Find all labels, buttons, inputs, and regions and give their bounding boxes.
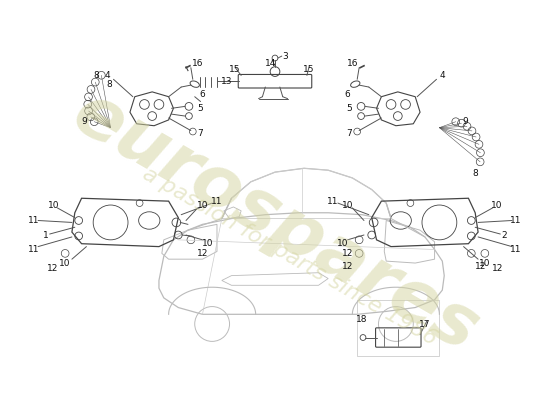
Text: 6: 6 [200, 90, 205, 99]
Text: 10: 10 [197, 200, 208, 210]
Text: eurospares: eurospares [60, 78, 490, 366]
Text: 10: 10 [337, 239, 349, 248]
Text: 10: 10 [48, 200, 59, 210]
Text: 4: 4 [439, 71, 445, 80]
Text: 9: 9 [463, 117, 468, 126]
Text: 8: 8 [93, 71, 99, 80]
Text: 10: 10 [342, 200, 353, 210]
Text: 11: 11 [510, 216, 521, 225]
Text: 10: 10 [59, 258, 71, 268]
Text: 5: 5 [346, 104, 353, 113]
Text: 11: 11 [510, 245, 521, 254]
Text: 18: 18 [356, 315, 368, 324]
Text: 10: 10 [201, 239, 213, 248]
Text: 17: 17 [419, 320, 431, 330]
Text: 5: 5 [197, 104, 204, 113]
Text: 16: 16 [346, 59, 358, 68]
Text: 7: 7 [197, 129, 204, 138]
Text: 15: 15 [229, 65, 240, 74]
Text: 10: 10 [491, 200, 502, 210]
Text: a passion for parts since 1986: a passion for parts since 1986 [139, 164, 440, 349]
Text: 12: 12 [197, 249, 208, 258]
Text: 12: 12 [342, 249, 353, 258]
Text: 11: 11 [327, 197, 339, 206]
Text: 12: 12 [47, 264, 58, 273]
Text: 13: 13 [221, 77, 233, 86]
Text: 2: 2 [502, 230, 507, 240]
Text: 4: 4 [105, 71, 111, 80]
Text: 10: 10 [479, 258, 491, 268]
Text: 11: 11 [28, 216, 39, 225]
Text: 14: 14 [265, 59, 276, 68]
Text: 1: 1 [43, 230, 49, 240]
Text: 6: 6 [345, 90, 350, 99]
Text: 12: 12 [475, 262, 487, 272]
Text: 11: 11 [28, 245, 39, 254]
Text: 12: 12 [492, 264, 503, 273]
Text: 16: 16 [192, 59, 204, 68]
Text: 15: 15 [303, 65, 315, 74]
Text: 8: 8 [106, 80, 112, 90]
Text: 3: 3 [282, 52, 288, 60]
Text: 11: 11 [211, 197, 223, 206]
Text: 12: 12 [342, 262, 353, 272]
Text: 9: 9 [82, 117, 87, 126]
Text: 8: 8 [472, 169, 478, 178]
Text: 7: 7 [346, 129, 353, 138]
